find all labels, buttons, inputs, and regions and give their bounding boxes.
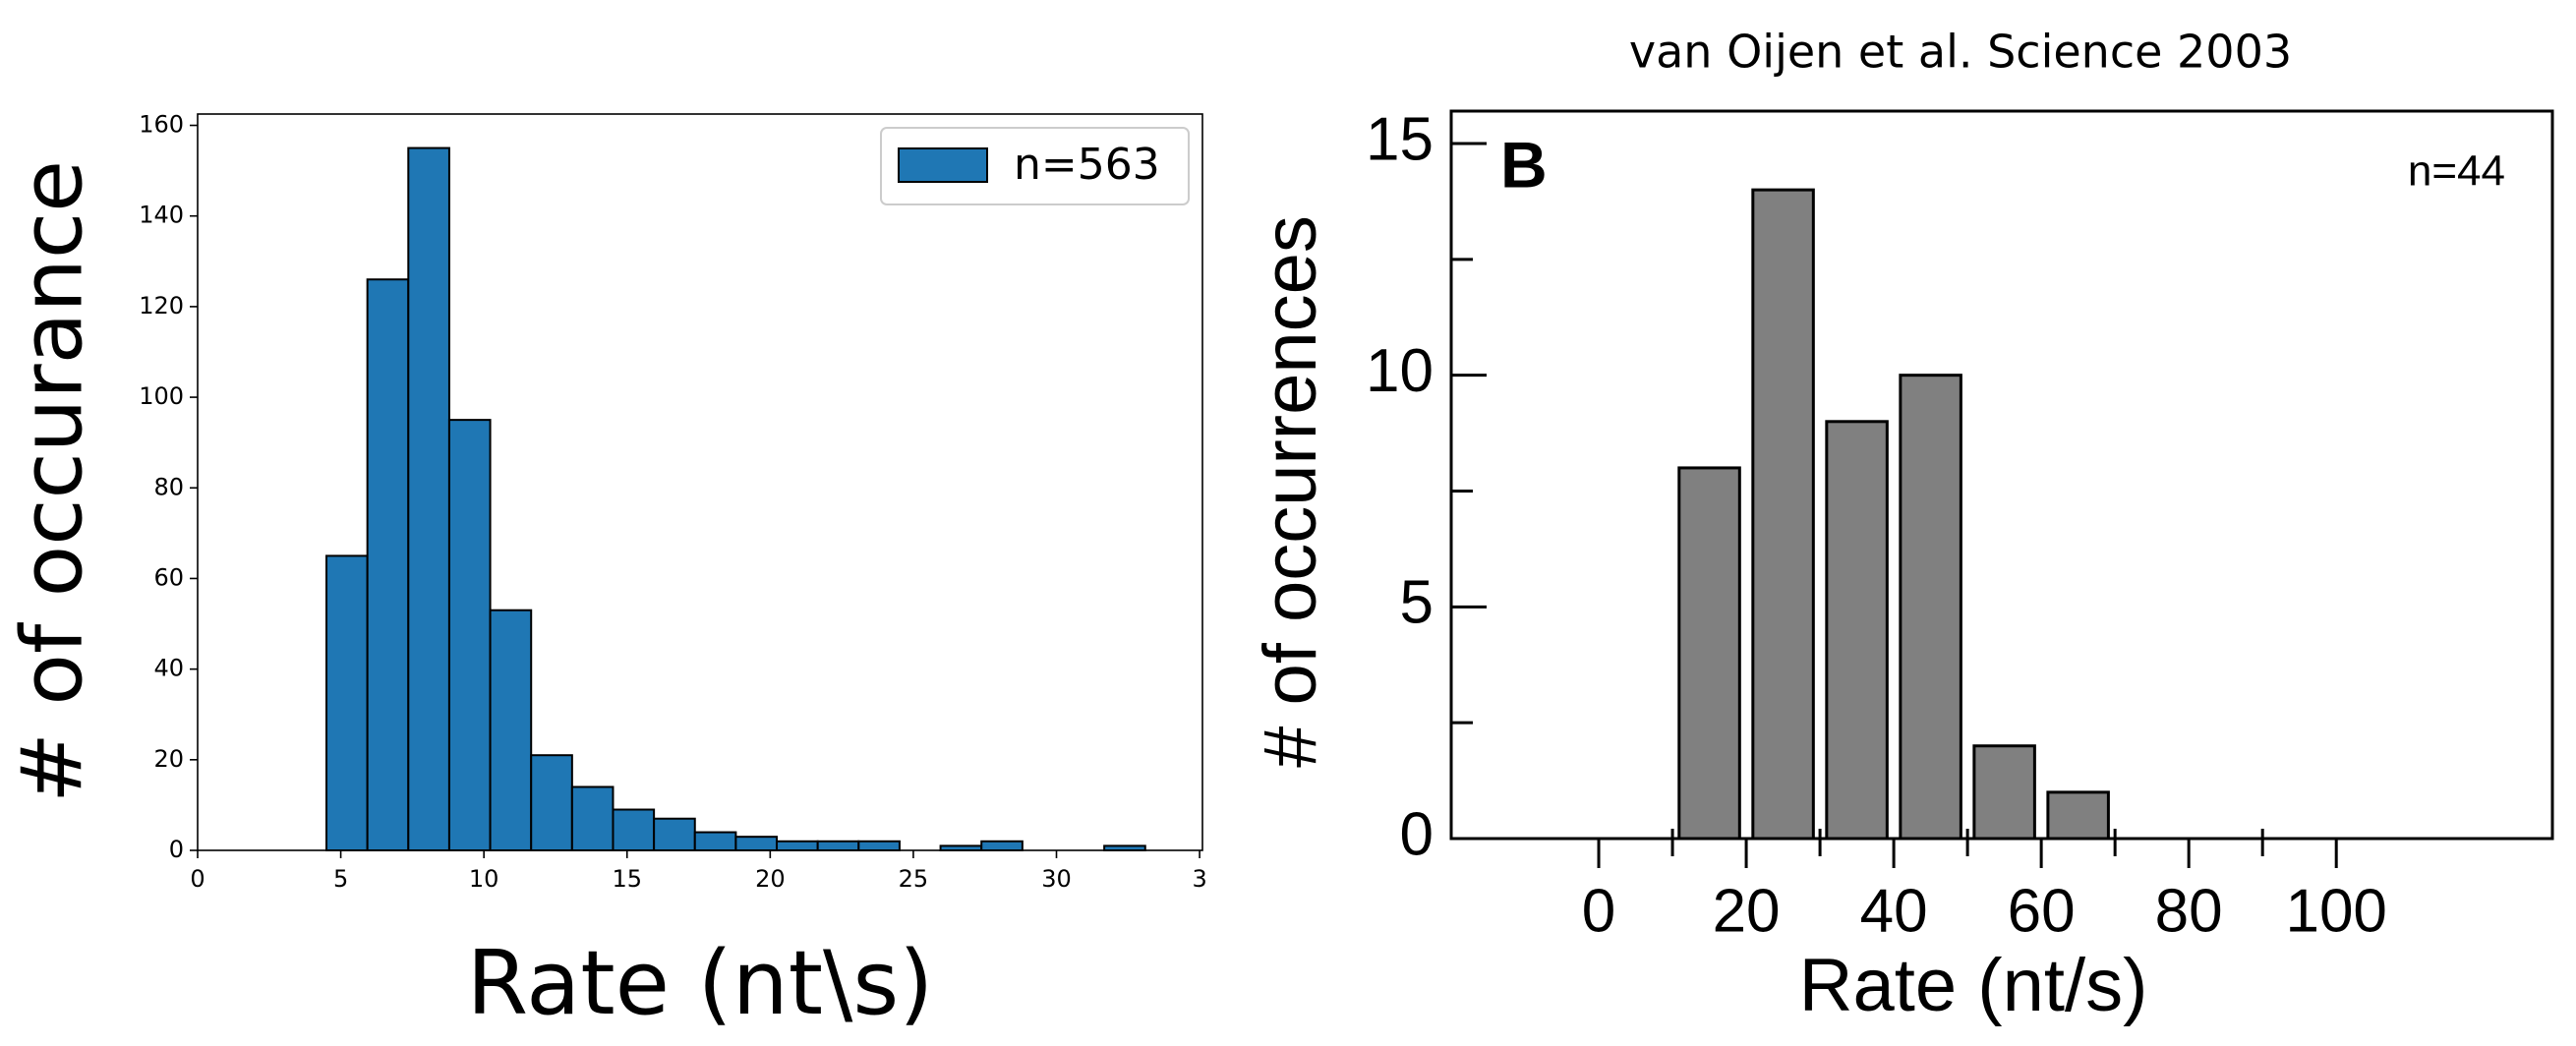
x-tick-label: 0: [1582, 877, 1615, 945]
bar: [407, 146, 450, 852]
x-tick-label: 15: [612, 865, 642, 893]
bar: [447, 419, 492, 851]
x-axis-label: Rate (nt\s): [467, 932, 934, 1035]
x-tick-label: 0: [190, 865, 205, 893]
bar: [325, 554, 369, 852]
bar: [1899, 374, 1962, 841]
legend-box: [880, 127, 1190, 205]
bar: [530, 754, 573, 852]
x-tick-label: 3: [1192, 865, 1206, 893]
bar: [366, 278, 410, 851]
panel-label: B: [1500, 128, 1548, 201]
y-tick-label: 5: [1400, 569, 1434, 637]
x-tick-label: 5: [333, 865, 348, 893]
y-tick-label: 100: [139, 382, 184, 410]
y-tick-label: 0: [1400, 800, 1434, 868]
y-tick-label: 60: [153, 563, 184, 591]
y-tick-label: 160: [139, 111, 184, 139]
x-tick-label: 60: [2008, 877, 2076, 945]
bar: [734, 836, 779, 851]
x-tick-label: 25: [899, 865, 929, 893]
bar: [489, 609, 533, 851]
x-tick-label: 30: [1041, 865, 1072, 893]
bar: [1972, 744, 2036, 841]
bar: [1825, 420, 1889, 841]
x-tick-label: 40: [1860, 877, 1928, 945]
x-tick-label: 100: [2285, 877, 2386, 945]
x-axis-label: Rate (nt/s): [1799, 944, 2148, 1027]
y-tick-label: 40: [153, 655, 184, 682]
bar: [816, 840, 860, 852]
plot-frame: [197, 113, 1203, 851]
y-tick-label: 0: [169, 836, 184, 863]
y-tick-label: 120: [139, 292, 184, 320]
bar: [776, 840, 819, 852]
y-tick-label: 15: [1366, 105, 1434, 173]
bar: [2046, 790, 2110, 841]
bar: [570, 785, 615, 851]
annotation: n=44: [2408, 147, 2505, 196]
y-axis-label: # of occurrences: [1249, 215, 1332, 768]
x-tick-label: 80: [2155, 877, 2223, 945]
y-tick-label: 80: [153, 473, 184, 500]
y-tick-label: 140: [139, 202, 184, 229]
x-tick-label: 10: [469, 865, 499, 893]
x-tick-label: 20: [755, 865, 786, 893]
chart-title: van Oijen et al. Science 2003: [1629, 26, 2292, 79]
right-chart: 0 5 10 15 0 20 40 60 80 100 # of occurrences Rate (…: [1249, 105, 2554, 1027]
bar: [857, 840, 901, 852]
legend-swatch: [898, 147, 988, 183]
legend-label: n=563: [1014, 140, 1160, 190]
bar: [1677, 466, 1741, 841]
y-axis-label: # of occurance: [3, 160, 101, 803]
bar: [653, 817, 696, 852]
bar: [693, 831, 737, 851]
plot-frame: [1449, 109, 2554, 841]
left-chart: 0 20 40 60 80 100 120 140 160 0 5 10 15 20 25 30 3 # of o…: [3, 111, 1206, 1035]
bar: [980, 840, 1024, 852]
y-tick-label: 20: [153, 745, 184, 773]
bar: [612, 808, 656, 851]
bar: [1751, 188, 1815, 841]
x-tick-label: 20: [1713, 877, 1781, 945]
y-tick-label: 10: [1366, 337, 1434, 405]
